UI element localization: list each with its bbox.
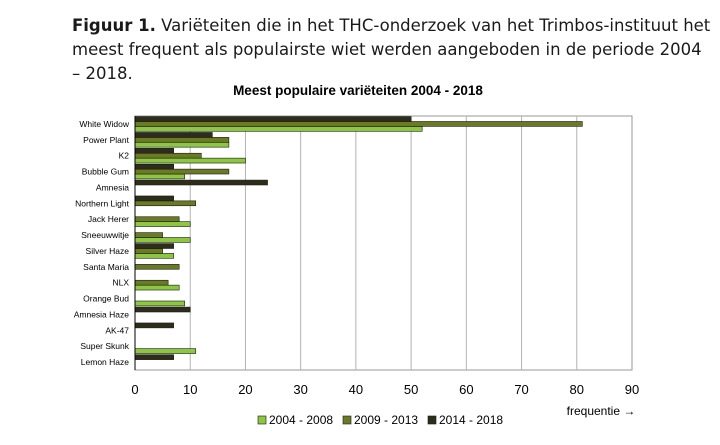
bar (134, 243, 174, 249)
bar (134, 173, 186, 180)
legend-swatch (427, 415, 437, 425)
x-tick-label: 80 (570, 382, 584, 397)
y-tick-label: K2 (119, 151, 130, 161)
y-tick-label: Amnesia (96, 182, 129, 192)
y-tick-label: Jack Herer (88, 214, 129, 224)
bar (134, 200, 197, 207)
bar (134, 152, 202, 159)
bar (134, 116, 412, 122)
x-tick-label: 70 (514, 382, 528, 397)
x-tick-label: 40 (349, 382, 363, 397)
bar (134, 132, 213, 138)
figure-caption-text: Variëteiten die in het THC-onderzoek van… (72, 16, 711, 83)
bar (134, 148, 174, 154)
bar (134, 284, 180, 291)
legend-label: 2014 - 2018 (439, 413, 503, 427)
bar (134, 348, 197, 354)
y-tick-label: Sneeuwwitje (81, 230, 129, 240)
chart-title: Meest populaire variëteiten 2004 - 2018 (233, 83, 483, 98)
x-tick-label: 90 (625, 382, 639, 397)
y-tick-label: Amnesia Haze (74, 309, 130, 319)
legend-label: 2004 - 2008 (269, 413, 333, 427)
bar (134, 232, 163, 238)
bar (134, 168, 230, 175)
bar (134, 253, 174, 259)
y-tick-label: NLX (112, 278, 129, 288)
bar (134, 248, 163, 254)
x-tick-label: 10 (183, 382, 197, 397)
bar (134, 157, 246, 164)
figure-label: Figuur 1. (72, 16, 156, 35)
bar (134, 237, 191, 243)
y-tick-label: AK-47 (105, 325, 129, 335)
x-tick-label: 20 (238, 382, 252, 397)
x-tick-label: 60 (459, 382, 473, 397)
y-tick-label: Power Plant (83, 135, 129, 145)
bar (134, 126, 423, 132)
bar (134, 322, 174, 329)
bar (134, 179, 268, 186)
x-tick-label: 0 (131, 382, 138, 397)
y-tick-label: Orange Bud (83, 294, 129, 304)
bar (134, 137, 230, 143)
figure-caption: Figuur 1. Variëteiten die in het THC-ond… (72, 14, 712, 86)
legend-label: 2009 - 2013 (354, 413, 418, 427)
y-tick-label: White Widow (79, 119, 129, 129)
bar (134, 264, 180, 270)
y-tick-label: Bubble Gum (82, 167, 129, 177)
bar (134, 279, 169, 286)
x-tick-label: 50 (404, 382, 418, 397)
x-tick-label: 30 (293, 382, 307, 397)
legend-swatch (257, 415, 267, 425)
bar (134, 300, 186, 307)
bar (134, 306, 191, 313)
bar (134, 216, 180, 222)
bar (134, 354, 174, 360)
plot-area: 0 10 20 30 40 50 60 70 80 90 White Widow Power Plan… (74, 115, 639, 397)
legend: 2004 - 2008 2009 - 2013 2014 - 2018 (257, 413, 503, 427)
bar (134, 141, 230, 148)
y-tick-label: Lemon Haze (81, 357, 129, 367)
bar (134, 163, 174, 170)
y-tick-label: Silver Haze (86, 246, 130, 256)
y-tick-label: Super Skunk (80, 341, 129, 351)
y-tick-label: Santa Maria (83, 262, 129, 272)
bar (134, 195, 174, 202)
legend-swatch (342, 415, 352, 425)
bar (134, 121, 583, 127)
plot-frame (134, 115, 633, 371)
y-tick-label: Northern Light (75, 198, 130, 208)
x-axis-label: frequentie → (567, 404, 636, 418)
bar (134, 221, 191, 227)
